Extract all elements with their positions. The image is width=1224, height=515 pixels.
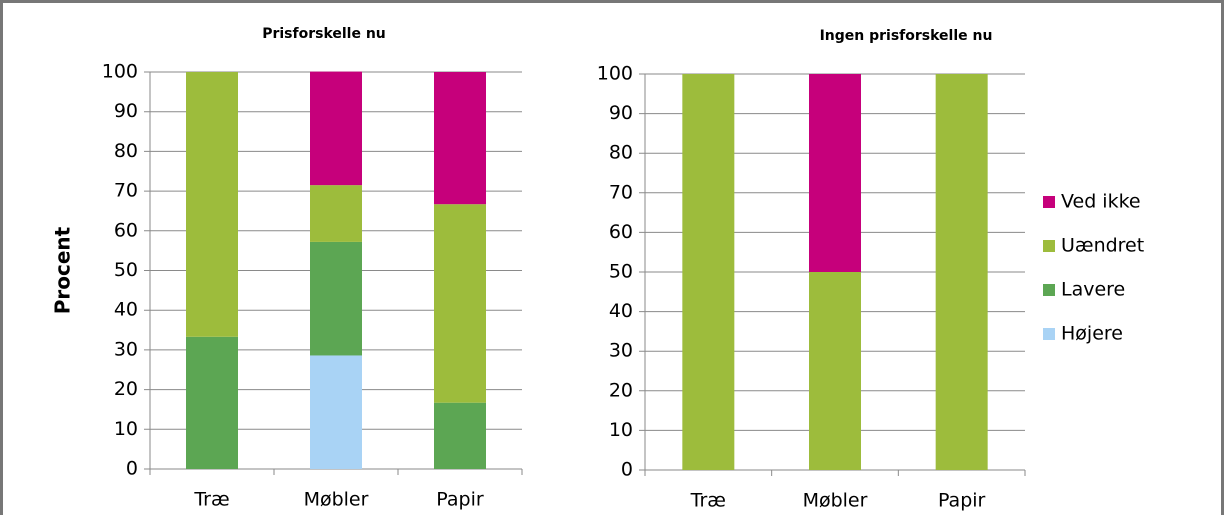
y-tick-label: 90 xyxy=(609,102,633,124)
y-tick-label: 50 xyxy=(609,261,633,283)
x-tick-label: Møbler xyxy=(803,490,868,512)
y-tick-label: 60 xyxy=(609,221,633,243)
x-tick-label: Papir xyxy=(938,490,986,512)
bar-segment xyxy=(935,74,988,470)
legend-label: Højere xyxy=(1061,323,1123,345)
y-tick-label: 50 xyxy=(114,259,138,281)
bar-segment xyxy=(682,74,735,470)
y-tick-label: 0 xyxy=(621,459,633,481)
bar-segment xyxy=(434,402,486,469)
y-tick-label: 40 xyxy=(609,300,633,322)
legend-label: Uændret xyxy=(1061,235,1144,257)
x-tick-label: Træ xyxy=(193,489,229,511)
y-tick-label: 80 xyxy=(114,140,138,162)
y-tick-label: 10 xyxy=(114,418,138,440)
legend-swatch xyxy=(1043,196,1055,208)
y-tick-label: 0 xyxy=(126,458,138,480)
chart-title: Prisforskelle nu xyxy=(262,26,386,42)
bar-segment xyxy=(434,204,486,403)
bar-segment xyxy=(310,355,362,469)
y-axis-label: Procent xyxy=(51,226,75,314)
bar-segment xyxy=(186,72,238,337)
y-tick-label: 80 xyxy=(609,142,633,164)
y-tick-label: 70 xyxy=(114,180,138,202)
legend-swatch xyxy=(1043,328,1055,340)
bar-segment xyxy=(310,185,362,242)
chart-title: Ingen prisforskelle nu xyxy=(820,28,993,44)
y-tick-label: 60 xyxy=(114,219,138,241)
y-tick-label: 20 xyxy=(609,379,633,401)
x-tick-label: Træ xyxy=(690,490,726,512)
y-tick-label: 30 xyxy=(609,340,633,362)
bar-segment xyxy=(186,336,238,469)
bar-segment xyxy=(310,241,362,356)
y-tick-label: 30 xyxy=(114,338,138,360)
legend-label: Lavere xyxy=(1061,279,1125,301)
y-tick-label: 100 xyxy=(102,61,138,83)
legend-swatch xyxy=(1043,284,1055,296)
legend-swatch xyxy=(1043,240,1055,252)
x-tick-label: Papir xyxy=(436,489,484,511)
y-tick-label: 10 xyxy=(609,419,633,441)
y-tick-label: 100 xyxy=(597,63,633,85)
bar-segment xyxy=(809,272,861,470)
bar-segment xyxy=(310,71,362,186)
y-tick-label: 90 xyxy=(114,100,138,122)
bar-segment xyxy=(434,72,486,205)
y-tick-label: 20 xyxy=(114,378,138,400)
legend-label: Ved ikke xyxy=(1061,191,1141,213)
x-tick-label: Møbler xyxy=(304,489,369,511)
y-tick-label: 70 xyxy=(609,181,633,203)
bar-segment xyxy=(809,74,861,272)
y-tick-label: 40 xyxy=(114,299,138,321)
